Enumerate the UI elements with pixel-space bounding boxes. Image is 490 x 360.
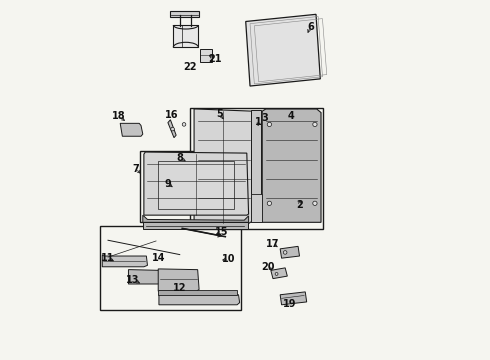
Text: 20: 20: [262, 262, 275, 272]
Polygon shape: [262, 109, 321, 222]
Polygon shape: [168, 120, 176, 138]
Ellipse shape: [267, 122, 271, 127]
Ellipse shape: [275, 273, 278, 275]
Polygon shape: [280, 246, 299, 258]
Text: 6: 6: [307, 22, 314, 32]
Text: 22: 22: [184, 62, 197, 72]
Bar: [100, 226, 241, 310]
Text: 16: 16: [165, 110, 178, 120]
Polygon shape: [194, 109, 252, 223]
Polygon shape: [251, 110, 261, 222]
Polygon shape: [120, 123, 143, 136]
Text: 2: 2: [296, 200, 303, 210]
Polygon shape: [143, 222, 248, 229]
Text: 7: 7: [132, 163, 139, 174]
Text: 9: 9: [165, 179, 172, 189]
Polygon shape: [158, 269, 199, 291]
Bar: [170, 12, 199, 17]
Text: 3: 3: [261, 113, 268, 123]
Text: 4: 4: [288, 111, 294, 121]
Text: 21: 21: [208, 54, 221, 64]
Polygon shape: [158, 291, 237, 296]
Polygon shape: [143, 215, 248, 222]
Text: 1: 1: [255, 117, 262, 127]
Bar: [173, 25, 198, 47]
Bar: [200, 49, 212, 62]
Ellipse shape: [313, 201, 317, 206]
Text: 12: 12: [173, 283, 187, 293]
Polygon shape: [128, 270, 162, 284]
Text: 10: 10: [222, 254, 236, 264]
Bar: [140, 150, 249, 222]
Text: 14: 14: [151, 253, 165, 263]
Text: 8: 8: [176, 153, 183, 163]
Polygon shape: [159, 294, 240, 305]
Text: 11: 11: [101, 253, 115, 263]
Polygon shape: [102, 255, 147, 267]
Text: 18: 18: [112, 111, 125, 121]
Polygon shape: [280, 292, 307, 305]
Bar: [191, 108, 323, 229]
Polygon shape: [245, 14, 320, 86]
Text: 17: 17: [266, 239, 280, 249]
Polygon shape: [271, 268, 287, 279]
Text: 19: 19: [283, 299, 296, 309]
Polygon shape: [144, 152, 248, 215]
Ellipse shape: [283, 251, 287, 254]
Polygon shape: [251, 194, 262, 222]
Bar: [158, 161, 234, 210]
Text: 5: 5: [217, 109, 223, 119]
Text: 13: 13: [126, 275, 140, 285]
Text: 15: 15: [215, 227, 228, 237]
Ellipse shape: [182, 123, 186, 126]
Ellipse shape: [171, 127, 174, 131]
Ellipse shape: [313, 122, 317, 127]
Ellipse shape: [267, 201, 271, 206]
